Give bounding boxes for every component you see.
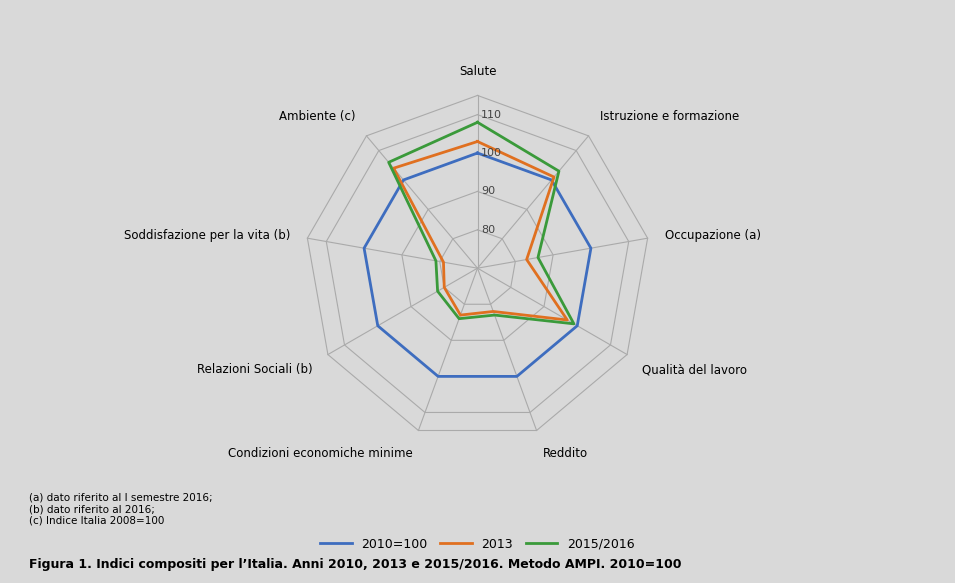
Text: Relazioni Sociali (b): Relazioni Sociali (b) (198, 363, 313, 376)
Text: 110: 110 (481, 110, 502, 120)
Text: Ambiente (c): Ambiente (c) (279, 110, 355, 122)
Text: (a) dato riferito al I semestre 2016;
(b) dato riferito al 2016;
(c) Indice Ital: (a) dato riferito al I semestre 2016; (b… (29, 493, 212, 526)
Text: Condizioni economiche minime: Condizioni economiche minime (227, 447, 413, 460)
Text: Figura 1. Indici compositi per l’Italia. Anni 2010, 2013 e 2015/2016. Metodo AMP: Figura 1. Indici compositi per l’Italia.… (29, 559, 681, 571)
Text: Occupazione (a): Occupazione (a) (665, 229, 760, 242)
Text: 80: 80 (481, 225, 495, 235)
Legend: 2010=100, 2013, 2015/2016: 2010=100, 2013, 2015/2016 (315, 533, 640, 556)
Text: Qualità del lavoro: Qualità del lavoro (642, 363, 747, 376)
Text: Reddito: Reddito (542, 447, 587, 460)
Text: 90: 90 (481, 187, 495, 196)
Text: Salute: Salute (458, 65, 497, 78)
Text: Istruzione e formazione: Istruzione e formazione (600, 110, 739, 122)
Text: 100: 100 (481, 148, 502, 158)
Text: Soddisfazione per la vita (b): Soddisfazione per la vita (b) (124, 229, 290, 242)
